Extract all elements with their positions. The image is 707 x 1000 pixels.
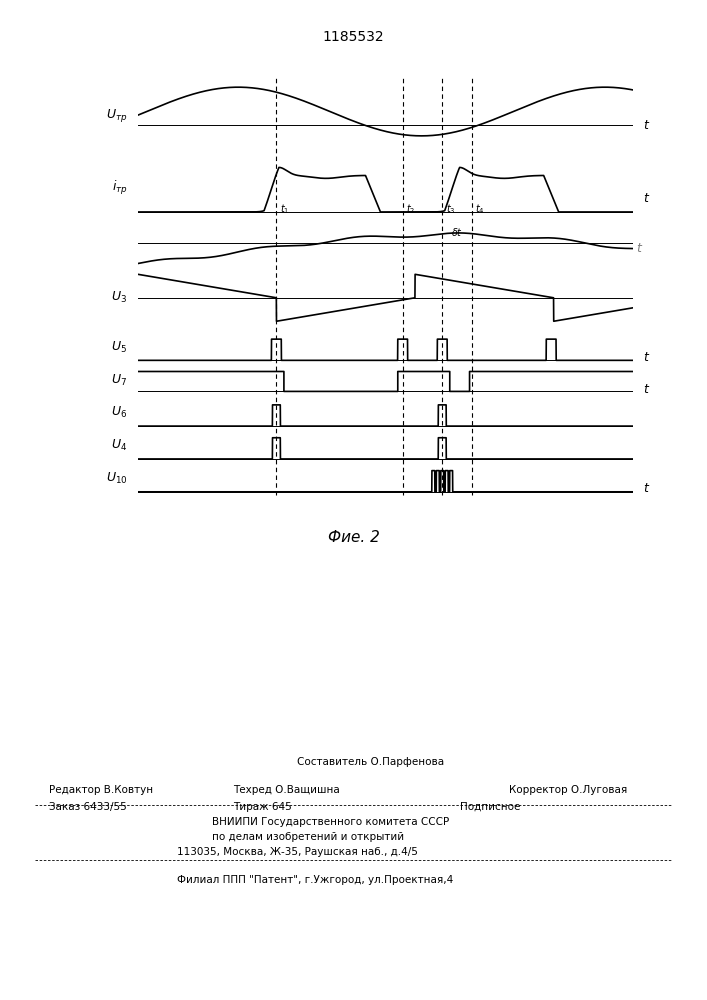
Text: t: t bbox=[636, 242, 641, 255]
Text: $\delta t$: $\delta t$ bbox=[451, 226, 463, 238]
Text: $i_{тр}$: $i_{тр}$ bbox=[112, 179, 127, 197]
Text: Заказ 6433/55: Заказ 6433/55 bbox=[49, 802, 127, 812]
Text: $t_3$: $t_3$ bbox=[445, 202, 455, 216]
Text: t: t bbox=[643, 482, 648, 495]
Text: ВНИИПИ Государственного комитета СССР: ВНИИПИ Государственного комитета СССР bbox=[212, 817, 450, 827]
Text: $U_3$: $U_3$ bbox=[111, 290, 127, 305]
Text: t: t bbox=[643, 119, 648, 132]
Text: $U_{10}$: $U_{10}$ bbox=[105, 471, 127, 486]
Text: $t_1$: $t_1$ bbox=[280, 202, 289, 216]
Text: $t_2$: $t_2$ bbox=[406, 202, 416, 216]
Text: $t_4$: $t_4$ bbox=[475, 202, 485, 216]
Text: t: t bbox=[643, 192, 648, 205]
Text: t: t bbox=[643, 351, 648, 364]
Text: $U_7$: $U_7$ bbox=[111, 372, 127, 388]
Text: t: t bbox=[643, 383, 648, 396]
Text: $U_6$: $U_6$ bbox=[111, 405, 127, 420]
Text: $U_5$: $U_5$ bbox=[111, 340, 127, 355]
Text: Подписное: Подписное bbox=[460, 802, 520, 812]
Text: 1185532: 1185532 bbox=[322, 30, 385, 44]
Text: Филиал ППП "Патент", г.Ужгород, ул.Проектная,4: Филиал ППП "Патент", г.Ужгород, ул.Проек… bbox=[177, 875, 453, 885]
Text: 113035, Москва, Ж-35, Раушская наб., д.4/5: 113035, Москва, Ж-35, Раушская наб., д.4… bbox=[177, 847, 418, 857]
Text: $U_4$: $U_4$ bbox=[111, 438, 127, 453]
Text: Составитель О.Парфенова: Составитель О.Парфенова bbox=[297, 757, 444, 767]
Text: Редактор В.Ковтун: Редактор В.Ковтун bbox=[49, 785, 153, 795]
Text: Корректор О.Луговая: Корректор О.Луговая bbox=[509, 785, 627, 795]
Text: по делам изобретений и открытий: по делам изобретений и открытий bbox=[212, 832, 404, 842]
Text: Фие. 2: Фие. 2 bbox=[327, 530, 380, 545]
Text: Техред О.Ващишна: Техред О.Ващишна bbox=[233, 785, 340, 795]
Text: $U_{тр}$: $U_{тр}$ bbox=[106, 107, 127, 124]
Text: Тираж 645: Тираж 645 bbox=[233, 802, 292, 812]
